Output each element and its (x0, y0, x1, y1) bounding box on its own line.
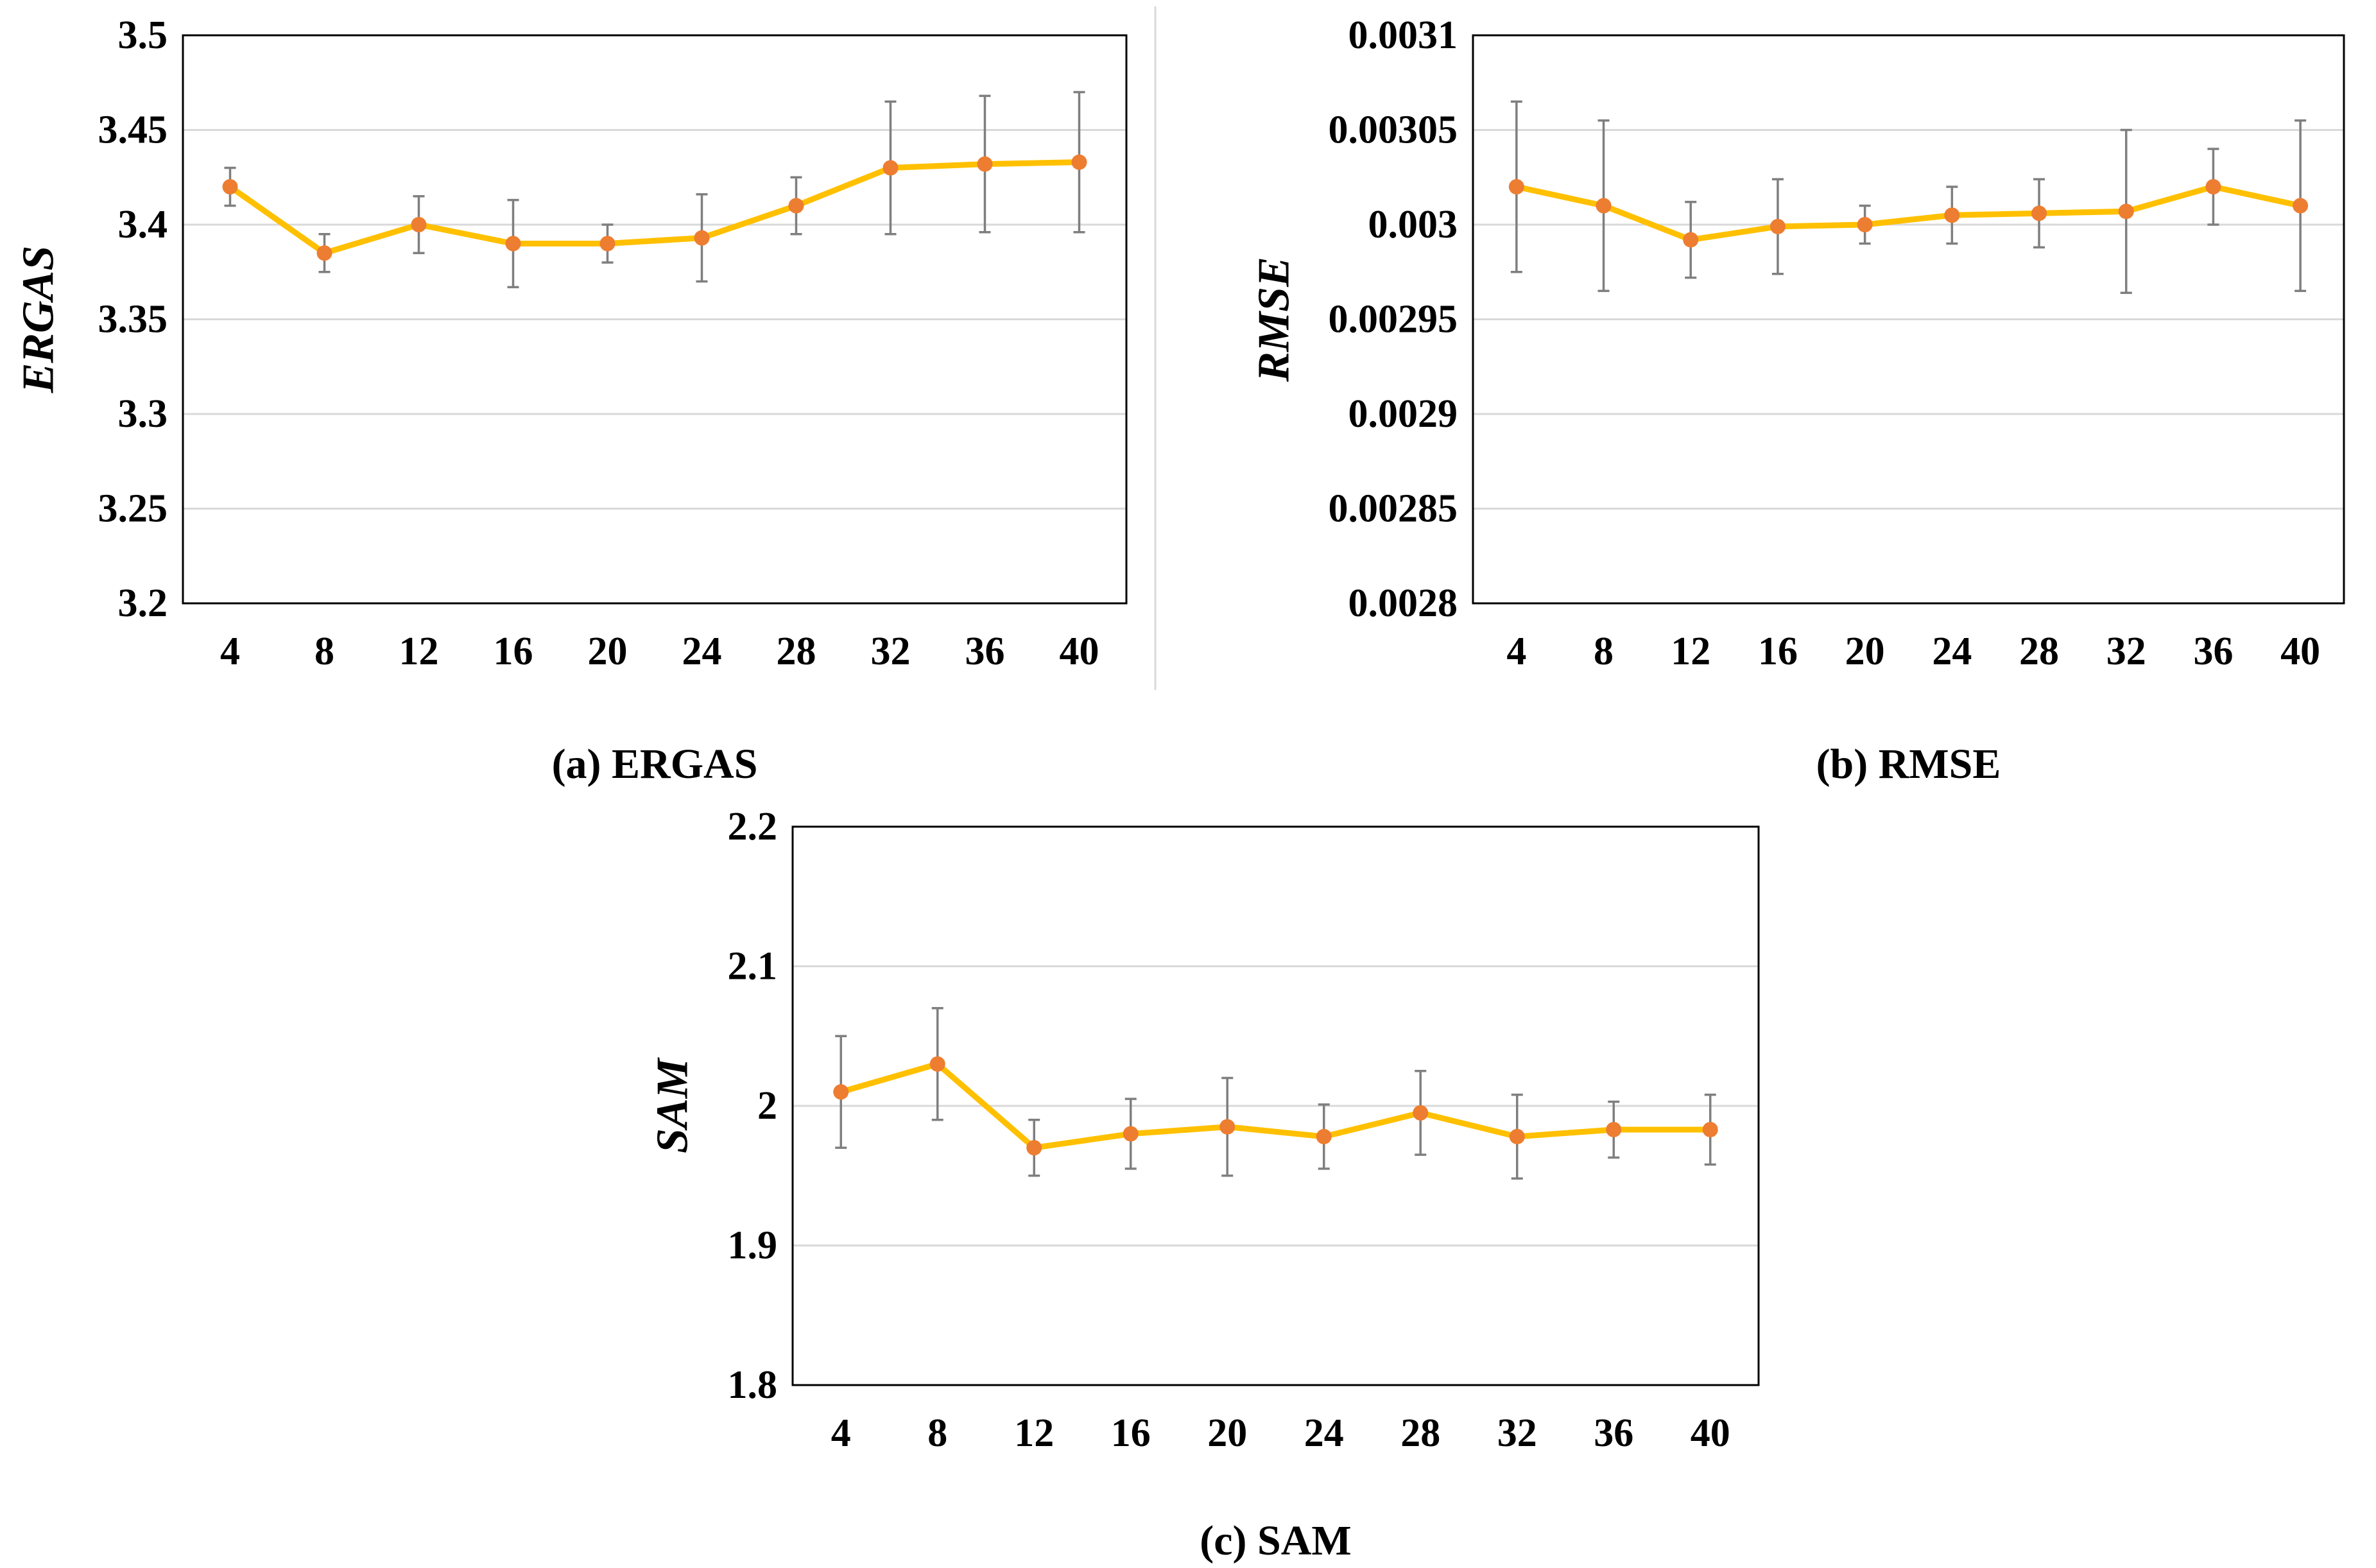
x-tick-label: 28 (1400, 1411, 1440, 1455)
y-tick-label: 1.8 (728, 1363, 778, 1407)
data-point (1123, 1126, 1139, 1142)
plot-frame (791, 825, 1760, 1386)
data-point (1413, 1105, 1429, 1121)
y-tick-label: 3.5 (118, 13, 168, 57)
y-tick-label: 3.3 (118, 392, 168, 436)
x-tick-label: 4 (220, 630, 240, 673)
x-tick-label: 20 (1207, 1411, 1247, 1455)
y-tick-label: 3.35 (98, 298, 168, 341)
data-point (1769, 218, 1786, 234)
y-tick-label: 0.003 (1368, 203, 1458, 246)
data-point (2118, 203, 2134, 220)
data-point (788, 198, 804, 214)
x-tick-label: 32 (1497, 1411, 1537, 1455)
chart-caption: (a) ERGAS (552, 741, 758, 788)
data-point (833, 1084, 849, 1100)
plot-frame (1472, 34, 2345, 605)
y-tick-label: 0.00285 (1329, 487, 1458, 531)
y-tick-label: 2 (757, 1084, 777, 1128)
x-tick-label: 24 (682, 630, 722, 673)
x-tick-label: 32 (2106, 630, 2146, 673)
y-tick-label: 0.0031 (1348, 13, 1458, 57)
x-tick-label: 8 (1594, 630, 1614, 673)
x-tick-label: 28 (777, 630, 816, 673)
data-point (1702, 1121, 1718, 1137)
data-point (1026, 1140, 1042, 1156)
data-point (1944, 207, 1960, 223)
y-tick-label: 1.9 (728, 1224, 778, 1268)
data-point (1509, 1128, 1525, 1144)
x-tick-label: 4 (831, 1411, 851, 1455)
data-point (929, 1056, 945, 1072)
data-point (1857, 217, 1873, 232)
x-tick-label: 40 (1060, 630, 1099, 673)
chart-caption: (b) RMSE (1816, 741, 2001, 788)
y-tick-label: 0.00295 (1329, 298, 1458, 341)
x-tick-label: 24 (1304, 1411, 1344, 1455)
x-tick-label: 40 (2280, 630, 2320, 673)
y-tick-label: 0.0029 (1348, 392, 1458, 436)
y-axis-label: RMSE (1250, 257, 1299, 383)
data-point (694, 230, 710, 246)
x-tick-label: 36 (965, 630, 1005, 673)
y-tick-label: 2.1 (728, 945, 778, 988)
data-point (1683, 232, 1699, 248)
series-line (1513, 184, 2303, 243)
data-point (1219, 1119, 1235, 1135)
x-tick-label: 16 (1111, 1411, 1151, 1455)
data-point (2205, 179, 2221, 194)
chart-caption: (c) SAM (1200, 1517, 1351, 1564)
x-tick-label: 28 (2019, 630, 2059, 673)
data-point (505, 236, 521, 252)
data-point (2293, 198, 2309, 214)
data-point (1071, 154, 1087, 170)
y-tick-label: 3.2 (118, 582, 168, 625)
data-point (2031, 205, 2047, 221)
x-tick-label: 24 (1932, 630, 1972, 673)
x-tick-label: 4 (1506, 630, 1526, 673)
data-point (222, 179, 238, 194)
data-point (599, 236, 616, 252)
x-tick-label: 8 (314, 630, 334, 673)
x-tick-label: 20 (1845, 630, 1885, 673)
y-axis-label: ERGAS (14, 246, 64, 394)
x-tick-label: 40 (1691, 1411, 1730, 1455)
x-tick-label: 20 (588, 630, 628, 673)
y-tick-label: 0.00305 (1329, 108, 1458, 152)
data-point (977, 156, 993, 172)
series-line (838, 1061, 1714, 1151)
data-point (1606, 1121, 1622, 1137)
data-point (1596, 198, 1612, 214)
data-point (316, 245, 332, 261)
x-tick-label: 12 (1014, 1411, 1054, 1455)
y-tick-label: 3.45 (98, 108, 168, 152)
y-tick-label: 0.0028 (1348, 582, 1458, 625)
x-tick-label: 8 (927, 1411, 947, 1455)
y-tick-label: 2.2 (728, 805, 778, 849)
plot-frame (182, 34, 1128, 605)
chart-ergas: 3.2 3.25 3.3 3.35 3.4 3.45 3.5 4 8 12 16 20 24 28 32 36… (14, 13, 1128, 788)
x-tick-label: 32 (871, 630, 911, 673)
data-point (1316, 1128, 1332, 1144)
x-tick-label: 12 (399, 630, 439, 673)
series-line (227, 159, 1082, 256)
x-tick-label: 16 (1758, 630, 1798, 673)
data-point (411, 217, 427, 232)
x-tick-label: 36 (2193, 630, 2233, 673)
x-tick-label: 16 (494, 630, 533, 673)
y-tick-label: 3.4 (118, 203, 168, 246)
x-tick-label: 36 (1594, 1411, 1633, 1455)
y-axis-label: SAM (648, 1056, 698, 1153)
data-point (1508, 179, 1524, 194)
chart-rmse: 0.0028 0.00285 0.0029 0.00295 0.003 0.00305 0.… (1250, 13, 2345, 788)
data-point (882, 160, 899, 176)
x-tick-label: 12 (1671, 630, 1710, 673)
chart-sam: 1.8 1.9 2 2.1 2.2 4 8 12 16 20 24 28 32 36 40 SAM (c) SA… (648, 805, 1760, 1564)
y-tick-label: 3.25 (98, 487, 168, 531)
